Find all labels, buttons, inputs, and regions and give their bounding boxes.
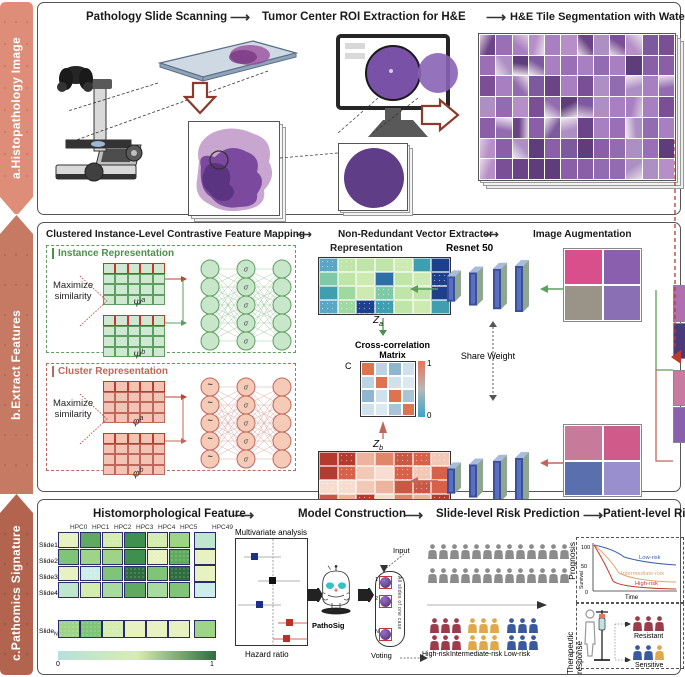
svg-text:50: 50: [581, 564, 587, 570]
svg-text:High-risk: High-risk: [635, 581, 658, 587]
svg-text:Survival: Survival: [579, 571, 585, 589]
svg-text:+: +: [334, 585, 338, 594]
svg-text:~: ~: [207, 416, 213, 426]
svg-text:~: ~: [207, 398, 213, 408]
svg-text:~: ~: [207, 380, 213, 390]
svg-text:100: 100: [581, 545, 590, 551]
svg-text:~: ~: [207, 434, 213, 444]
svg-text:Time: Time: [625, 595, 639, 601]
svg-text:Low-risk: Low-risk: [639, 555, 661, 561]
svg-text:~: ~: [207, 452, 213, 462]
svg-text:0: 0: [585, 590, 588, 596]
svg-text:Intermediate-risk: Intermediate-risk: [621, 571, 664, 577]
